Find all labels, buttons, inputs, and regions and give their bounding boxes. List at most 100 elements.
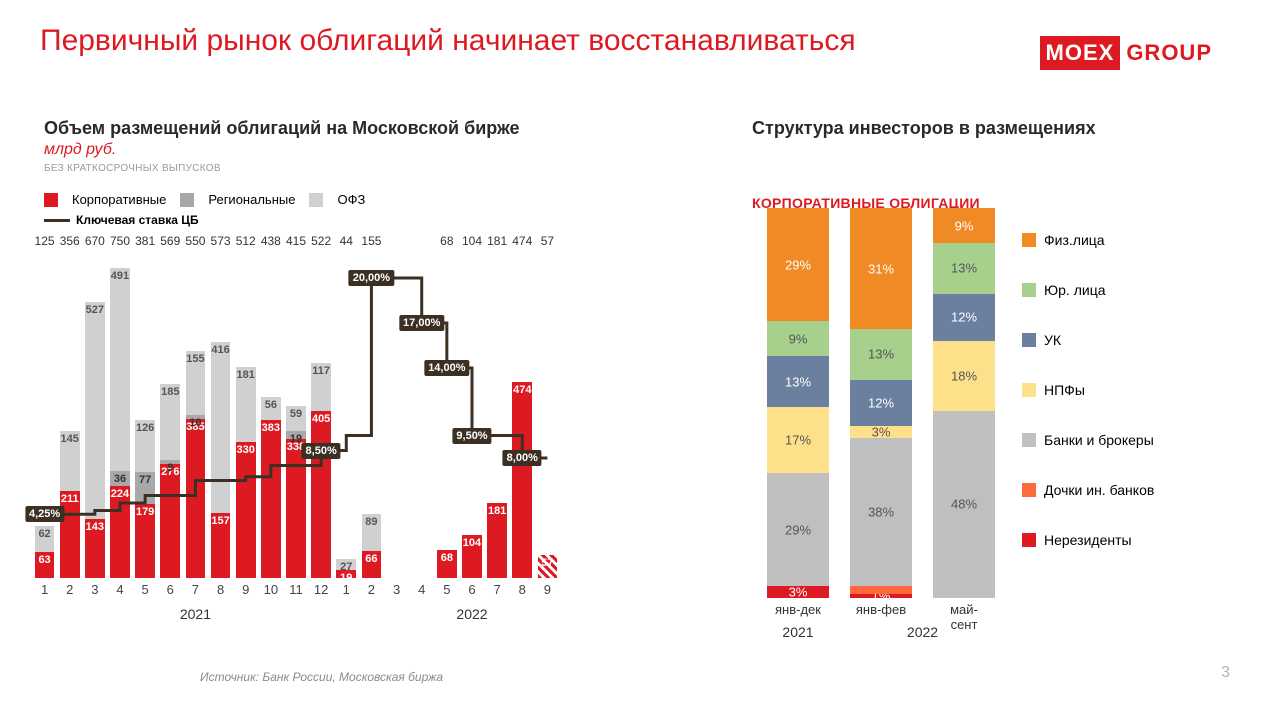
rate-label: 14,00% [424,360,469,376]
chart1-legend-rate: Ключевая ставка ЦБ [44,213,644,227]
bar-period: 211145356 [60,248,80,578]
bar-period: 6689155 [362,248,382,578]
legend-rate-label: Ключевая ставка ЦБ [76,213,199,227]
x-tick-label: 6 [167,582,174,597]
x-tick-label: 1 [343,582,350,597]
x-tick-label: 2 [66,582,73,597]
legend-item: Нерезиденты [1022,532,1232,548]
bar-period: 5757 [538,248,558,578]
investor-column: 1%38%3%12%13%31% [850,208,912,598]
bar-period: 181181 [487,248,507,578]
logo-box: MOEX [1040,36,1121,70]
x-tick-label: 9 [544,582,551,597]
legend-swatch [1022,533,1036,547]
bar-period: 38510155550 [186,248,206,578]
bar-period: 38356438 [261,248,281,578]
rate-label: 9,50% [452,428,491,444]
bar-period: 143527670 [85,248,105,578]
bar-period: 474474 [512,248,532,578]
x-tick-label: 3 [393,582,400,597]
bar-period: 192744 [336,248,356,578]
rate-label: 20,00% [349,270,394,286]
legend-label: УК [1044,332,1061,348]
x-year-label: 2021 [180,606,211,622]
investor-column: 3%29%17%13%9%29% [767,208,829,598]
legend-item: Дочки ин. банков [1022,482,1232,498]
legend-swatch [1022,483,1036,497]
x-tick-label: 4 [116,582,123,597]
chart1-plot: 6362125211145356143527670224364917501797… [32,248,560,633]
x-tick-label: янв-дек [775,602,821,617]
x-tick-label: 11 [289,582,303,597]
page-number: 3 [1221,664,1230,682]
bar-period: 3381959415 [286,248,306,578]
bar-period: 22436491750 [110,248,130,578]
x-tick-label: 5 [142,582,149,597]
legend-label: Юр. лица [1044,282,1106,298]
x-tick-label: 5 [443,582,450,597]
x-tick-label: 6 [468,582,475,597]
bar-period: 6868 [437,248,457,578]
x-tick-label: 4 [418,582,425,597]
rate-label: 4,25% [25,506,64,522]
x-year-label: 2022 [907,624,938,640]
legend-corp-label: Корпоративные [72,192,166,207]
legend-swatch [1022,433,1036,447]
legend-swatch [1022,283,1036,297]
investor-column: 48%18%12%13%9% [933,208,995,598]
rate-label: 8,00% [503,450,542,466]
legend-label: Физ.лица [1044,232,1105,248]
legend-label: Банки и брокеры [1044,432,1154,448]
bar-period: 405117522 [311,248,331,578]
legend-item: НПФы [1022,382,1232,398]
legend-swatch [1022,383,1036,397]
x-tick-label: 1 [41,582,48,597]
x-tick-label: 12 [314,582,328,597]
x-tick-label: 9 [242,582,249,597]
legend-label: Нерезиденты [1044,532,1132,548]
slide-title: Первичный рынок облигаций начинает восст… [40,24,856,58]
chart1-note: БЕЗ КРАТКОСРОЧНЫХ ВЫПУСКОВ [44,163,644,174]
legend-reg-swatch [180,193,194,207]
bar-period: 17977126381 [135,248,155,578]
legend-item: УК [1022,332,1232,348]
x-tick-label: 10 [264,582,278,597]
x-tick-label: 2 [368,582,375,597]
legend-swatch [1022,233,1036,247]
bar-period: 330181512 [236,248,256,578]
x-tick-label: 8 [217,582,224,597]
legend-corp-swatch [44,193,58,207]
logo-text: GROUP [1126,40,1212,66]
x-tick-label: 7 [494,582,501,597]
legend-ofz-swatch [309,193,323,207]
bar-period [387,248,407,578]
bar-period: 157416573 [211,248,231,578]
chart1-legend: Корпоративные Региональные ОФЗ [44,192,644,207]
moex-logo: MOEX GROUP [1040,36,1212,70]
chart1-title: Объем размещений облигаций на Московской… [44,118,644,139]
rate-label: 8,50% [302,443,341,459]
legend-item: Физ.лица [1022,232,1232,248]
legend-reg-label: Региональные [208,192,295,207]
x-tick-label: 8 [519,582,526,597]
legend-rate-swatch [44,219,70,222]
bar-period [412,248,432,578]
x-tick-label: 7 [192,582,199,597]
bar-period: 104104 [462,248,482,578]
chart2-xlabels: янв-декянв-февмай-сент20212022 [752,602,1012,652]
right-chart-header: Структура инвесторов в размещениях КОРПО… [752,118,1232,211]
legend-item: Юр. лица [1022,282,1232,298]
legend-label: Дочки ин. банков [1044,482,1154,498]
rate-label: 17,00% [399,315,444,331]
x-tick-label: янв-фев [856,602,906,617]
legend-swatch [1022,333,1036,347]
chart2-title: Структура инвесторов в размещениях [752,118,1232,139]
legend-label: НПФы [1044,382,1085,398]
bar-period: 6362125 [35,248,55,578]
chart1-subtitle: млрд руб. [44,141,644,159]
x-year-label: 2022 [456,606,487,622]
legend-ofz-label: ОФЗ [337,192,365,207]
legend-item: Банки и брокеры [1022,432,1232,448]
bar-period: 2769185569 [160,248,180,578]
source-footnote: Источник: Банк России, Московская биржа [200,670,443,684]
